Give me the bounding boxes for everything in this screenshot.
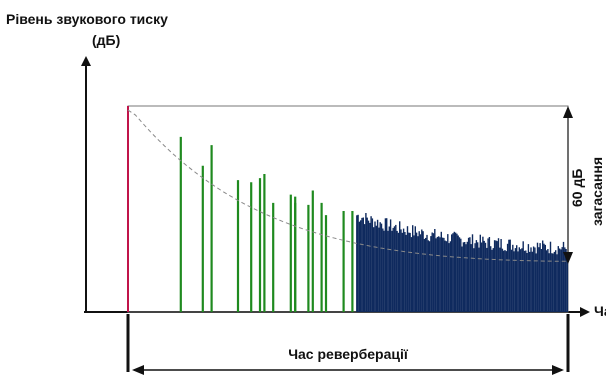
decay-arrow-head-top bbox=[563, 106, 573, 118]
y-axis-label: Рівень звукового тиску bbox=[6, 11, 168, 27]
x-axis-label: Час bbox=[594, 303, 606, 319]
late-reverberation bbox=[356, 213, 569, 312]
decay-60db-label: 60 дБ bbox=[569, 169, 585, 207]
reverb-time-arrow-left bbox=[132, 365, 144, 375]
early-reflections bbox=[179, 136, 354, 312]
reverb-time-arrow-right bbox=[552, 365, 564, 375]
y-axis-unit-label: (дБ) bbox=[92, 32, 120, 48]
decay-side-label: загасання bbox=[589, 157, 605, 226]
decay-curve bbox=[127, 109, 569, 262]
reverb-time-label: Час реверберації bbox=[288, 346, 409, 362]
decay-arrow-head-bottom bbox=[563, 252, 573, 264]
